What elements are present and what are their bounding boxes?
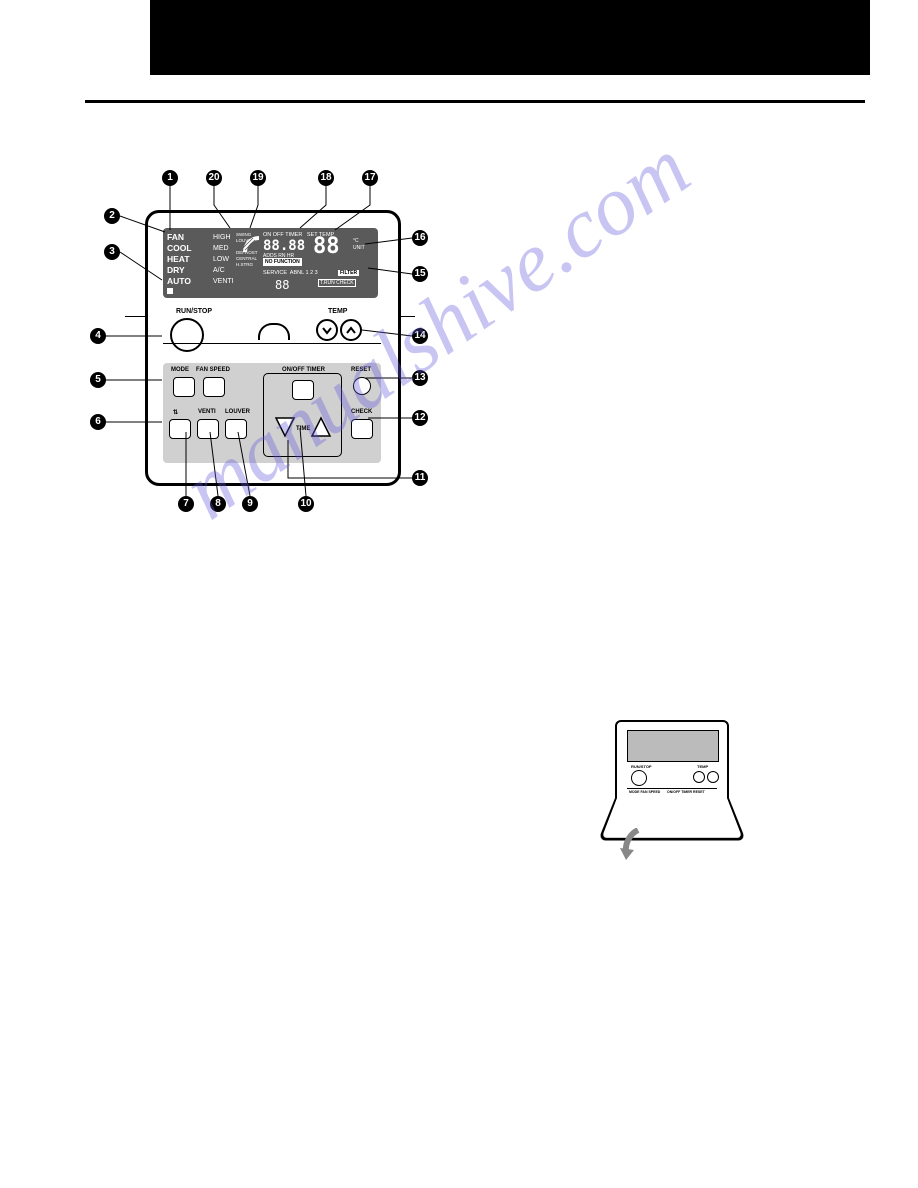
mode-button[interactable]	[173, 377, 195, 397]
callout-c3: 3	[104, 244, 120, 260]
callout-c6: 6	[90, 414, 106, 430]
open-arrow-icon	[618, 828, 648, 873]
screen-addr: 88	[275, 278, 289, 292]
fanspeed-label: FAN SPEED	[196, 367, 230, 373]
callout-c12: 12	[412, 410, 428, 426]
remote-panel: FAN COOL HEAT DRY AUTO HIGH MED LOW A/C …	[145, 210, 401, 486]
check-label: CHECK	[351, 409, 372, 415]
callout-c1: 1	[162, 170, 178, 186]
venti-button[interactable]	[197, 419, 219, 439]
mode-label: MODE	[171, 367, 189, 373]
run-lamp	[167, 288, 173, 294]
callout-c17: 17	[362, 170, 378, 186]
sr-row2: ON/OFF TIMER RESET	[667, 790, 705, 794]
callout-c5: 5	[90, 372, 106, 388]
callout-c7: 7	[178, 496, 194, 512]
louver-button[interactable]	[225, 419, 247, 439]
divider	[85, 100, 865, 103]
screen-modes: FAN COOL HEAT DRY AUTO	[167, 232, 192, 287]
time-label: TIME	[296, 426, 310, 432]
callout-c19: 19	[250, 170, 266, 186]
swing-icon	[241, 234, 261, 254]
callout-c2: 2	[104, 208, 120, 224]
callout-c11: 11	[412, 470, 428, 486]
callout-c14: 14	[412, 328, 428, 344]
time-up-button[interactable]	[310, 416, 332, 443]
panel-divider	[163, 343, 381, 344]
callout-c9: 9	[242, 496, 258, 512]
runstop-button[interactable]	[170, 318, 204, 352]
lcd-screen: FAN COOL HEAT DRY AUTO HIGH MED LOW A/C …	[163, 228, 378, 298]
callout-c16: 16	[412, 230, 428, 246]
screen-runcheck: T.RUN CHECK	[318, 280, 356, 286]
header-bar	[150, 0, 870, 75]
callout-c20: 20	[206, 170, 222, 186]
runstop-label: RUN/STOP	[176, 308, 212, 315]
onofftimer-label: ON/OFF TIMER	[280, 367, 327, 373]
callout-c15: 15	[412, 266, 428, 282]
remote-cover-illustration: RUN/STOP TEMP MODE FAN SPEED ON/OFF TIME…	[610, 720, 730, 860]
screen-filter: FILTER	[338, 270, 359, 276]
sr-divider	[627, 788, 717, 789]
venti-label: VENTI	[198, 409, 216, 415]
screen-unit: °C UNIT	[353, 238, 365, 252]
temp-up-button[interactable]	[340, 319, 362, 341]
sr-tempup	[707, 771, 719, 783]
sr-screen	[627, 730, 719, 762]
callout-c13: 13	[412, 370, 428, 386]
reset-label: RESET	[351, 367, 371, 373]
sr-runstop	[631, 770, 647, 786]
callout-c8: 8	[210, 496, 226, 512]
onofftimer-button[interactable]	[292, 380, 314, 400]
cover-tab	[258, 323, 290, 340]
callout-c18: 18	[318, 170, 334, 186]
updown-button[interactable]	[169, 419, 191, 439]
sr-temp-label: TEMP	[697, 764, 708, 769]
sr-body: RUN/STOP TEMP MODE FAN SPEED ON/OFF TIME…	[615, 720, 729, 804]
arrows-label: ⇅	[173, 409, 178, 416]
time-down-button[interactable]	[274, 416, 296, 443]
screen-temp-digits: 88	[313, 234, 340, 259]
tick-left	[125, 316, 145, 317]
callout-c4: 4	[90, 328, 106, 344]
louver-label: LOUVER	[225, 409, 250, 415]
fanspeed-button[interactable]	[203, 377, 225, 397]
screen-service: SERVICE ABNL 1 2 3	[263, 270, 318, 276]
check-button[interactable]	[351, 419, 373, 439]
timer-group: ON/OFF TIMER TIME	[263, 373, 342, 457]
sr-tempdown	[693, 771, 705, 783]
screen-timer-digits: 88.88	[263, 238, 305, 254]
sr-runstop-label: RUN/STOP	[631, 764, 652, 769]
screen-nofunction: NO FUNCTION	[263, 258, 302, 266]
screen-speeds: HIGH MED LOW A/C VENTI	[213, 232, 234, 287]
temp-down-button[interactable]	[316, 319, 338, 341]
reset-button[interactable]	[353, 377, 371, 395]
sr-row1: MODE FAN SPEED	[629, 790, 660, 794]
callout-c10: 10	[298, 496, 314, 512]
remote-diagram: FAN COOL HEAT DRY AUTO HIGH MED LOW A/C …	[90, 170, 430, 520]
temp-label: TEMP	[328, 308, 347, 315]
button-panel: MODE FAN SPEED ⇅ VENTI LOUVER ON/OFF TIM…	[163, 363, 381, 463]
